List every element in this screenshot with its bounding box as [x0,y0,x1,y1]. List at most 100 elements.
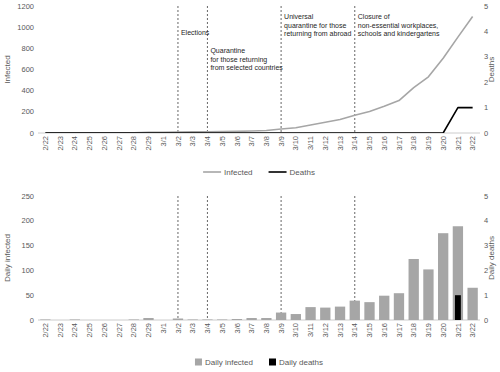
y-axis-title: Daily infected [3,234,12,282]
x-tick-label: 3/7 [247,323,256,333]
y-axis-title: Infected [3,55,12,83]
bar [350,301,360,320]
bar [364,302,374,320]
x-tick-label: 3/15 [365,136,374,151]
annotation-text: Quarantine [210,47,245,55]
panel-1: 0501001502002500123452/222/232/242/252/2… [3,192,496,367]
x-tick-label: 3/5 [218,136,227,146]
bar [143,318,153,320]
legend-swatch [269,171,287,173]
bar [129,319,139,320]
annotation-text: Closure of [358,13,390,20]
bar [87,320,93,321]
annotation-text: quarantine for those [284,22,346,30]
bar [263,320,269,321]
bar [70,319,80,320]
x-tick-label: 3/10 [291,323,300,338]
bar [219,320,225,321]
bar [84,320,94,321]
y-tick-label: 200 [21,216,34,225]
annotation-line [354,6,355,133]
y-tick-label: 800 [21,44,34,53]
annotation-line [281,196,282,320]
y-tick-label: 1200 [17,2,34,11]
x-tick-label: 2/27 [115,323,124,338]
x-tick-label: 3/2 [174,323,183,333]
x-tick-label: 3/14 [350,136,359,151]
x-tick-label: 3/17 [395,323,404,338]
x-tick-label: 2/25 [85,323,94,338]
x-tick-label: 3/6 [233,136,242,146]
y2-tick-label: 5 [484,2,488,11]
bar [175,320,181,321]
bar [202,319,212,320]
x-tick-label: 3/11 [306,136,315,150]
bar [467,288,477,320]
annotation-line [207,6,208,133]
legend-label: Infected [224,168,252,177]
y-tick-label: 400 [21,86,34,95]
bar [352,320,358,321]
line [45,17,472,133]
annotation-text: returning from abroad [284,30,351,38]
x-tick-label: 3/10 [291,136,300,151]
x-tick-label: 3/20 [439,136,448,151]
bar [367,320,373,321]
annotation-text: schools and kindergartens [358,30,440,38]
x-tick-label: 3/3 [188,323,197,333]
x-tick-label: 3/13 [336,136,345,151]
bar [440,320,446,321]
y2-tick-label: 0 [484,316,488,325]
bar [455,295,461,320]
x-tick-label: 2/28 [129,136,138,151]
x-tick-label: 3/12 [321,323,330,338]
bar [320,308,330,320]
x-tick-label: 2/24 [70,323,79,338]
annotation-line [177,6,178,133]
panel-0: 0200400600800100012000123452/222/232/242… [3,2,496,177]
x-tick-label: 3/6 [233,323,242,333]
x-tick-label: 3/5 [218,323,227,333]
x-tick-label: 3/4 [203,136,212,146]
y2-tick-label: 4 [484,216,488,225]
x-tick-label: 3/4 [203,323,212,333]
x-tick-label: 3/18 [409,136,418,151]
bar [249,320,255,321]
bar [322,320,328,321]
x-tick-label: 2/23 [56,136,65,151]
x-tick-label: 2/24 [70,136,79,151]
bar [396,320,402,321]
x-tick-label: 3/21 [454,136,463,151]
x-tick-label: 3/1 [159,136,168,146]
bar [190,320,196,321]
legend-label: Daily infected [205,358,253,367]
bar [55,320,65,321]
line [45,108,472,133]
x-tick-label: 3/1 [159,323,168,333]
bar [72,320,78,321]
x-tick-label: 3/16 [380,323,389,338]
bar [158,320,168,321]
x-tick-label: 3/17 [395,136,404,151]
bar [453,226,463,320]
x-tick-label: 3/9 [277,323,286,333]
annotation-line [177,196,178,320]
x-tick-label: 2/28 [129,323,138,338]
bar [337,320,343,321]
bar [114,320,124,321]
y2-axis-title: Daily deaths [487,236,496,280]
legend-label: Daily deaths [279,358,323,367]
y2-tick-label: 5 [484,192,488,201]
annotation-text: Universal [284,13,314,20]
x-tick-label: 2/29 [144,136,153,151]
x-tick-label: 3/22 [468,323,477,338]
bar [188,319,198,320]
bar [308,320,314,321]
bar [305,307,315,320]
x-tick-label: 2/26 [100,323,109,338]
annotation-text: Elections [181,29,210,36]
legend-swatch [195,359,202,366]
annotation-text: non-essential workplaces, [358,22,439,30]
x-tick-label: 3/14 [350,323,359,338]
x-tick-label: 3/18 [409,323,418,338]
